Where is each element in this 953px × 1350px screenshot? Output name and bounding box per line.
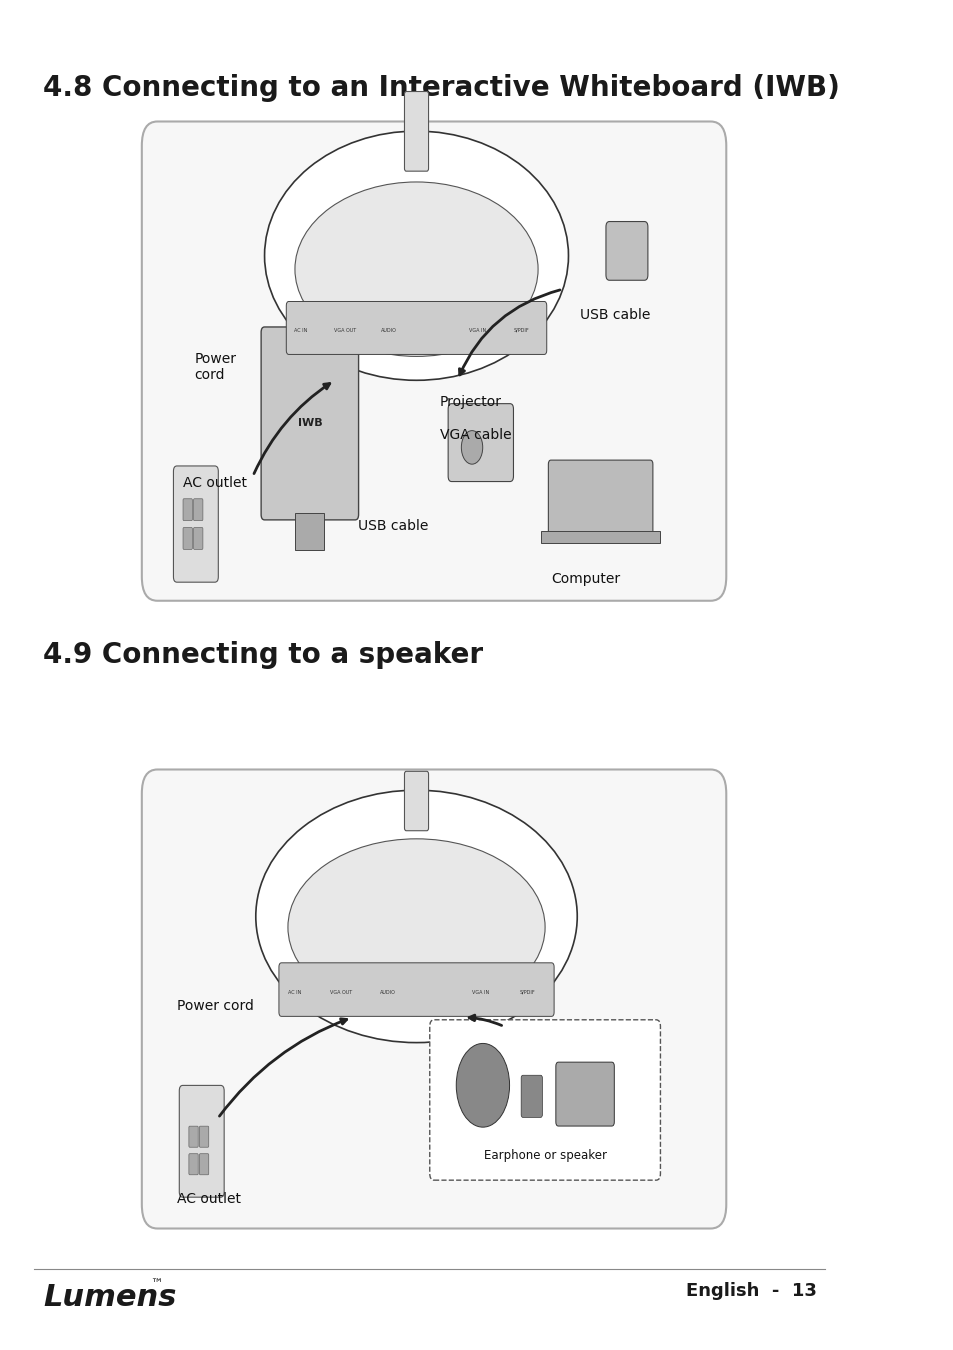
Text: AUDIO: AUDIO <box>381 328 396 333</box>
Text: USB cable: USB cable <box>579 308 650 323</box>
FancyBboxPatch shape <box>520 1075 542 1118</box>
FancyBboxPatch shape <box>429 1019 659 1180</box>
Text: IWB: IWB <box>297 418 322 428</box>
Text: Earphone or speaker: Earphone or speaker <box>483 1149 606 1162</box>
FancyBboxPatch shape <box>605 221 647 281</box>
Text: AC IN: AC IN <box>288 990 301 995</box>
FancyBboxPatch shape <box>295 513 324 549</box>
Text: VGA OUT: VGA OUT <box>334 328 355 333</box>
FancyBboxPatch shape <box>173 466 218 582</box>
FancyBboxPatch shape <box>286 301 546 355</box>
FancyBboxPatch shape <box>404 771 428 830</box>
FancyBboxPatch shape <box>193 498 203 521</box>
Text: Power
cord: Power cord <box>194 351 236 382</box>
Text: AC outlet: AC outlet <box>176 1192 241 1206</box>
FancyBboxPatch shape <box>193 528 203 549</box>
Text: AC IN: AC IN <box>294 328 308 333</box>
Text: 4.8 Connecting to an Interactive Whiteboard (IWB): 4.8 Connecting to an Interactive Whitebo… <box>43 74 839 103</box>
FancyBboxPatch shape <box>189 1154 198 1174</box>
FancyBboxPatch shape <box>199 1126 209 1147</box>
FancyBboxPatch shape <box>189 1126 198 1147</box>
Text: AUDIO: AUDIO <box>379 990 395 995</box>
FancyBboxPatch shape <box>261 327 358 520</box>
FancyBboxPatch shape <box>142 122 725 601</box>
FancyBboxPatch shape <box>556 1062 614 1126</box>
Text: Computer: Computer <box>551 572 619 586</box>
Text: USB cable: USB cable <box>357 520 428 533</box>
Ellipse shape <box>255 790 577 1042</box>
FancyBboxPatch shape <box>142 769 725 1228</box>
FancyBboxPatch shape <box>183 498 193 521</box>
Ellipse shape <box>294 182 537 356</box>
FancyBboxPatch shape <box>278 963 554 1017</box>
FancyBboxPatch shape <box>179 1085 224 1197</box>
Ellipse shape <box>288 838 544 1015</box>
Text: S/PDIF: S/PDIF <box>513 328 529 333</box>
FancyBboxPatch shape <box>183 528 193 549</box>
FancyBboxPatch shape <box>404 92 428 171</box>
Ellipse shape <box>264 131 568 381</box>
Text: English  -  13: English - 13 <box>685 1282 816 1300</box>
Text: VGA cable: VGA cable <box>439 428 511 443</box>
Text: Projector: Projector <box>439 394 501 409</box>
Text: 4.9 Connecting to a speaker: 4.9 Connecting to a speaker <box>43 641 482 670</box>
Text: S/PDIF: S/PDIF <box>519 990 535 995</box>
FancyBboxPatch shape <box>199 1154 209 1174</box>
Text: VGA IN: VGA IN <box>472 990 489 995</box>
Text: ™: ™ <box>151 1278 163 1292</box>
FancyBboxPatch shape <box>541 531 659 544</box>
Text: VGA IN: VGA IN <box>468 328 485 333</box>
Circle shape <box>461 431 482 464</box>
FancyBboxPatch shape <box>548 460 652 540</box>
Text: AC outlet: AC outlet <box>183 477 247 490</box>
Circle shape <box>456 1044 509 1127</box>
FancyBboxPatch shape <box>448 404 513 482</box>
Text: Power cord: Power cord <box>176 999 253 1012</box>
Text: Lumens: Lumens <box>43 1282 176 1311</box>
Text: VGA OUT: VGA OUT <box>330 990 352 995</box>
